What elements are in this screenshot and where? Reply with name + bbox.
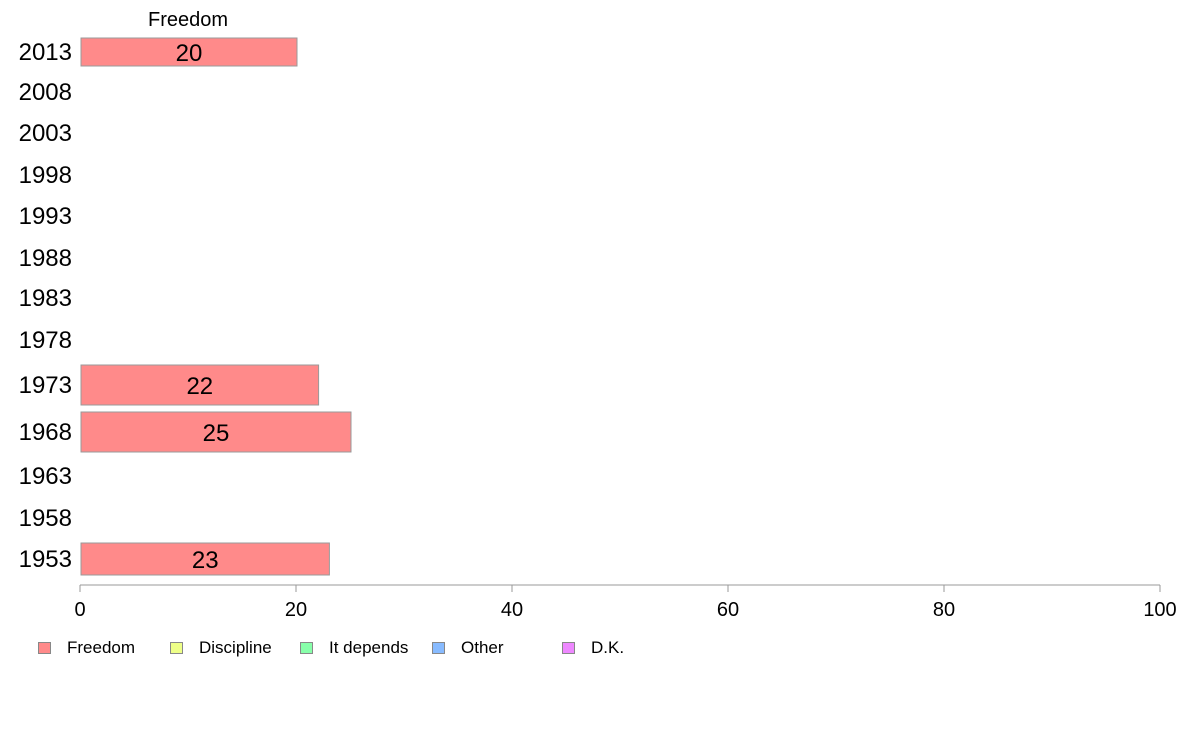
- y-tick-label-1988: 1988: [19, 245, 72, 272]
- x-tick-label-60: 60: [717, 599, 739, 621]
- y-axis-labels: 2013 2008 2003 1998 1993 1988 1983 1978 1973 1968…: [19, 39, 72, 573]
- bar-1968: [80, 411, 352, 453]
- y-tick-label-2013: 2013: [19, 39, 72, 66]
- legend-item-freedom: Freedom: [38, 638, 135, 658]
- legend-item-it-depends: It depends: [300, 638, 408, 658]
- bar-2013: [80, 37, 298, 67]
- legend-label: Other: [461, 638, 504, 657]
- legend-label: Discipline: [199, 638, 272, 657]
- legend-swatch: [170, 642, 183, 654]
- legend-swatch: [38, 642, 51, 654]
- bar-1953: [80, 542, 330, 576]
- bar-value-label-1968: 25: [203, 420, 230, 447]
- y-tick-label-1963: 1963: [19, 463, 72, 490]
- legend-item-d-k: D.K.: [562, 638, 624, 658]
- x-tick-label-0: 0: [74, 599, 85, 621]
- y-tick-label-1953: 1953: [19, 546, 72, 573]
- bar-1973: [80, 364, 320, 406]
- x-tick-label-20: 20: [285, 599, 307, 621]
- x-axis: 0 20 40 60 80 100: [74, 584, 1177, 621]
- y-tick-label-1998: 1998: [19, 162, 72, 189]
- legend-label: It depends: [329, 638, 409, 657]
- legend-swatch: [432, 642, 445, 654]
- x-tick-label-40: 40: [501, 599, 523, 621]
- series-header: Freedom: [148, 9, 228, 31]
- y-tick-label-1973: 1973: [19, 372, 72, 399]
- y-tick-label-2003: 2003: [19, 120, 72, 147]
- legend-item-discipline: Discipline: [170, 638, 272, 658]
- legend-label: Freedom: [67, 638, 136, 657]
- bars-group: 20 22 25 23: [80, 37, 352, 576]
- y-tick-label-1993: 1993: [19, 203, 72, 230]
- legend-swatch: [562, 642, 575, 654]
- legend-swatch: [300, 642, 313, 654]
- bar-value-label-1973: 22: [186, 373, 213, 400]
- legend-item-other: Other: [432, 638, 504, 658]
- x-tick-label-100: 100: [1143, 599, 1176, 621]
- y-tick-label-1958: 1958: [19, 505, 72, 532]
- bar-value-label-2013: 20: [176, 40, 203, 67]
- y-tick-label-1983: 1983: [19, 285, 72, 312]
- legend: Freedom Discipline It depends Other D.K.: [38, 638, 738, 660]
- y-tick-label-1978: 1978: [19, 327, 72, 354]
- legend-label: D.K.: [591, 638, 625, 657]
- y-tick-label-1968: 1968: [19, 419, 72, 446]
- y-tick-label-2008: 2008: [19, 79, 72, 106]
- x-tick-label-80: 80: [933, 599, 955, 621]
- bar-value-label-1953: 23: [192, 547, 219, 574]
